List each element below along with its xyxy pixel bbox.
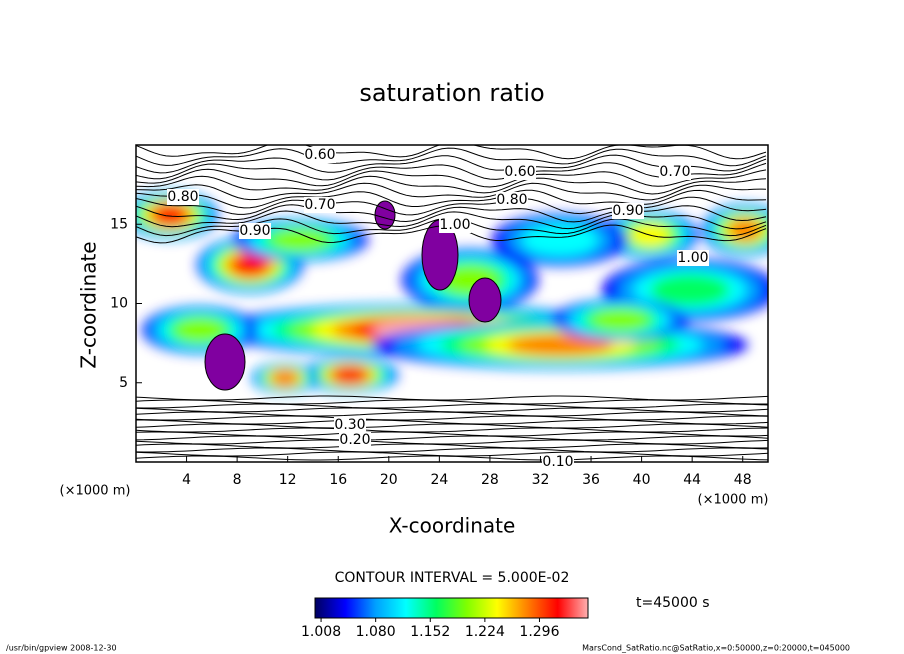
contour-line [136,451,768,457]
footer-left: /usr/bin/gpview 2008-12-30 [6,644,117,653]
contour-line [136,447,768,453]
contour-line [136,147,767,167]
field-blob [153,205,187,225]
time-label: t=45000 s [636,595,710,611]
field-blob [592,309,648,331]
contour-line [136,182,767,201]
field-blob [232,254,268,276]
x-unit-label: (×1000 m) [60,484,131,499]
colorbar-tick-label: 1.152 [410,624,450,640]
field-blob [270,369,300,387]
contour-line [136,415,768,421]
contour-line [136,210,767,230]
contour-label: 0.90 [612,203,643,219]
contour-label: 0.10 [542,454,573,470]
x-tick-label: 20 [380,472,398,488]
contour-label: 0.30 [334,417,365,433]
contour-label: 0.90 [239,223,270,239]
field-blob [522,224,598,256]
contour-line [136,411,768,417]
contour-line [136,427,768,433]
contour-line [136,189,767,209]
x-tick-label: 44 [683,472,701,488]
footer-right: MarsCond_SatRatio.nc@SatRatio,x=0:50000,… [582,644,850,653]
field-blob [507,334,613,356]
x-tick-label: 24 [430,472,448,488]
contour-label-bg [334,417,366,433]
contour-label: 0.60 [504,164,535,180]
x-tick-label: 8 [233,472,242,488]
x-tick-label: 40 [633,472,651,488]
contour-line [136,168,767,188]
colorbar-tick-label: 1.296 [519,624,559,640]
x-axis-label: X-coordinate [389,514,516,538]
contour-label: 0.80 [496,192,527,208]
contour-label-bg [612,203,644,219]
contour-line [136,395,768,401]
field-patch [468,277,502,323]
y-axis-label: Z-coordinate [77,241,101,368]
contour-line [136,196,767,216]
x-tick-label: 48 [734,472,752,488]
contour-label-bg [339,432,371,448]
contour-label: 0.60 [304,147,335,163]
contour-label-bg [677,250,709,266]
contour-line [136,423,768,429]
x-tick-label: 12 [279,472,297,488]
x-tick-label: 16 [329,472,347,488]
contour-line [136,145,767,160]
contour-line [136,407,768,413]
field-patch [204,333,246,391]
field-blob [272,229,328,251]
contour-line [136,399,768,405]
contour-label-bg [542,454,574,470]
contour-label-bg [504,164,536,180]
x-tick-label: 32 [532,472,550,488]
field-blob [728,219,762,241]
x-tick-label: 36 [582,472,600,488]
contour-line [136,439,768,445]
colorbar-tick-label: 1.008 [301,624,341,640]
contour-line [136,435,768,441]
contour-line [136,419,768,425]
y-tick-label: 5 [119,375,128,391]
field-blob [333,366,367,384]
contour-label-bg [659,164,691,180]
contour-interval: CONTOUR INTERVAL = 5.000E-02 [335,570,570,586]
x-unit-label: (×1000 m) [698,493,769,508]
field-blob [650,274,730,306]
field [136,145,768,461]
contour-label-bg [167,189,199,205]
contour-label: 1.00 [677,250,708,266]
contour-line [136,455,768,461]
contour-label-bg [304,197,336,213]
y-tick-label: 15 [110,216,128,232]
contour-line [136,204,767,223]
contour-label-bg [439,217,471,233]
y-tick-label: 10 [110,296,128,312]
contour-line [136,403,768,409]
contour-label: 0.80 [167,189,198,205]
chart-title: saturation ratio [359,79,544,107]
x-tick-label: 4 [182,472,191,488]
contour-label: 0.70 [659,164,690,180]
field-shading [136,191,768,394]
contour-label-bg [239,223,271,239]
colorbar [314,597,589,619]
contour-label-bg [304,147,336,163]
colorbar-tick-label: 1.224 [465,624,505,640]
colorbar-tick-label: 1.080 [356,624,396,640]
x-tick-label: 28 [481,472,499,488]
field-blob [175,318,225,342]
contour-line [136,443,768,449]
contour-label-bg [496,192,528,208]
contour-line [136,175,767,195]
contour-line [136,431,768,437]
contour-label: 0.70 [304,197,335,213]
contour-label: 1.00 [439,217,470,233]
contour-label: 0.20 [339,432,370,448]
